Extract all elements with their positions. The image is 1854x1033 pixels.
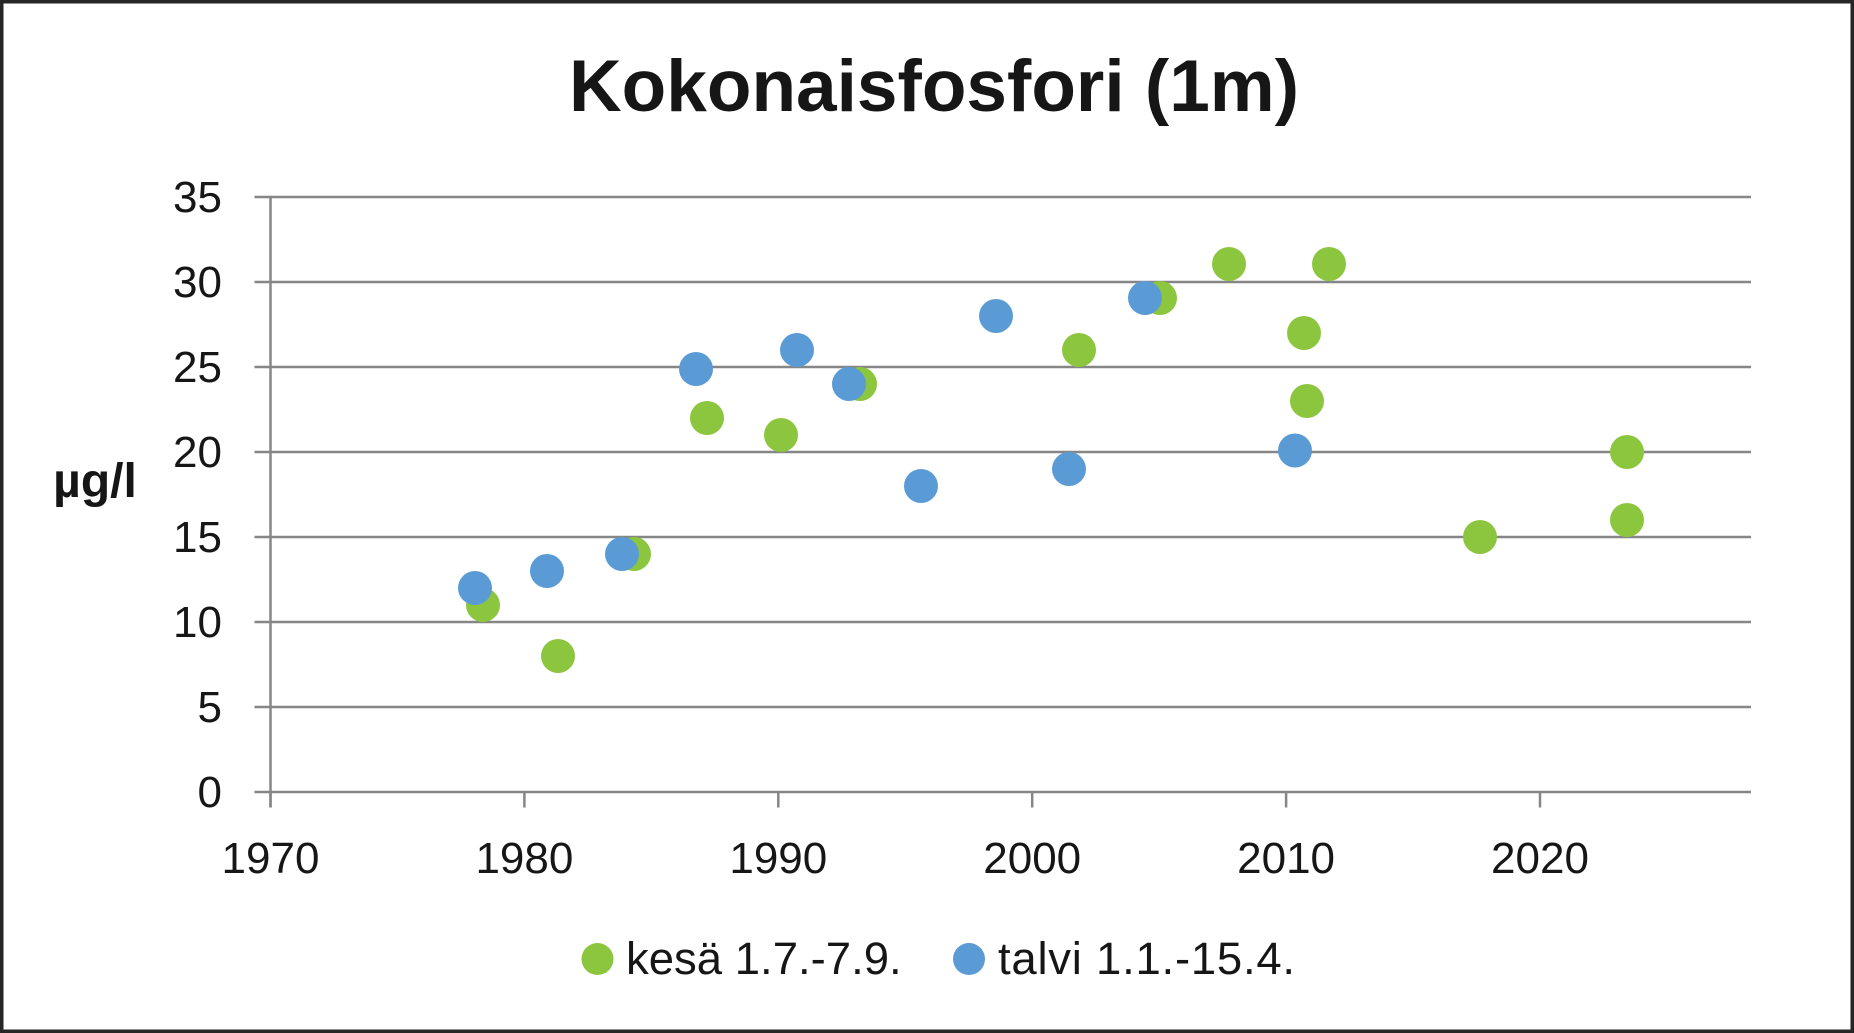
- svg-text:0: 0: [198, 768, 222, 817]
- svg-text:Kokonaisfosfori (1m): Kokonaisfosfori (1m): [569, 46, 1299, 127]
- svg-text:2020: 2020: [1491, 834, 1589, 883]
- svg-text:1990: 1990: [729, 834, 827, 883]
- svg-text:5: 5: [198, 683, 222, 732]
- svg-text:10: 10: [173, 598, 222, 647]
- svg-text:30: 30: [173, 258, 222, 307]
- svg-text:35: 35: [173, 173, 222, 222]
- svg-text:1980: 1980: [475, 834, 573, 883]
- svg-text:2010: 2010: [1237, 834, 1335, 883]
- svg-text:kesä 1.7.-7.9.: kesä 1.7.-7.9.: [626, 933, 902, 984]
- svg-text:2000: 2000: [983, 834, 1081, 883]
- svg-text:1970: 1970: [222, 834, 320, 883]
- svg-text:15: 15: [173, 513, 222, 562]
- svg-text:25: 25: [173, 343, 222, 392]
- svg-text:µg/l: µg/l: [53, 455, 137, 508]
- svg-text:talvi 1.1.-15.4.: talvi 1.1.-15.4.: [998, 933, 1296, 984]
- svg-text:20: 20: [173, 428, 222, 477]
